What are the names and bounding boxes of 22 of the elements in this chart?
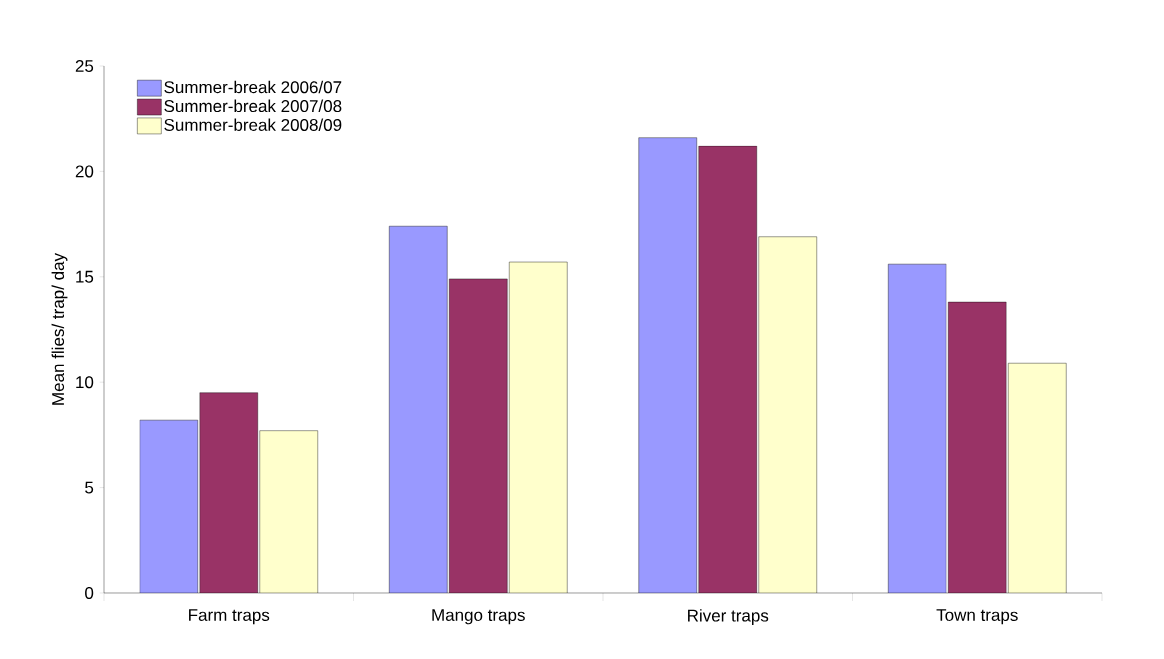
x-tick-label: Farm traps (189, 609, 270, 625)
legend-label: Summer-break 2008/09 (164, 118, 342, 131)
y-tick-label: 20 (75, 165, 94, 178)
legend-label: Summer-break 2007/08 (164, 99, 342, 113)
bar (888, 263, 947, 593)
bar (948, 301, 1007, 593)
bar (139, 420, 198, 593)
bar (638, 137, 697, 593)
x-tick-label: Town traps (936, 609, 1018, 625)
bar (389, 226, 448, 593)
bar (199, 392, 258, 593)
bar (698, 146, 757, 593)
legend-label: Summer-break 2006/07 (164, 80, 342, 94)
y-tick-label: 25 (75, 59, 94, 73)
bar (449, 278, 508, 593)
x-tick-label: Mango traps (432, 609, 525, 625)
y-tick-label: 15 (76, 270, 94, 283)
y-tick-label: 5 (85, 481, 94, 494)
y-tick-label: 10 (76, 376, 94, 389)
y-tick-label: 0 (85, 586, 94, 600)
y-axis-title: Mean flies/ trap/ day (51, 253, 68, 405)
x-tick-label: River traps (688, 609, 769, 625)
